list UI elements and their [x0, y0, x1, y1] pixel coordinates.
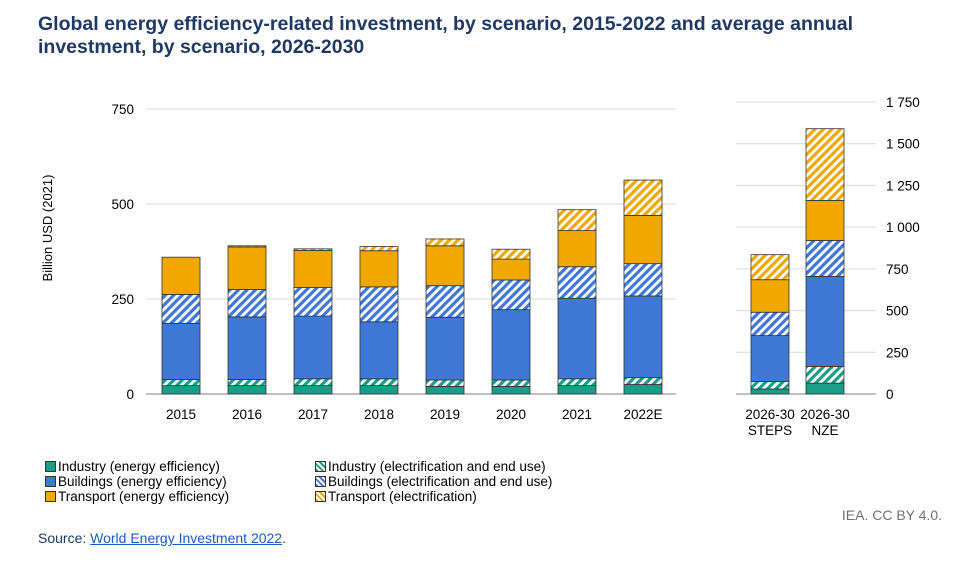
- y-tick-label: 750: [111, 102, 134, 117]
- bar-segment-transport_el: [227, 245, 267, 248]
- bar-segment-buildings_el: [425, 285, 465, 318]
- bar-segment-buildings_el: [750, 311, 790, 336]
- y-tick-label: 1 750: [886, 95, 920, 110]
- x-tick-label: 2016: [232, 407, 262, 422]
- y-tick-label: 250: [886, 345, 909, 360]
- x-tick-label: 2020: [496, 407, 526, 422]
- bar-segment-buildings_ee: [805, 275, 845, 367]
- bar-segment-buildings_el: [491, 279, 531, 311]
- legend-label: Industry (electrification and end use): [328, 459, 546, 474]
- bar-segment-buildings_ee: [293, 315, 333, 380]
- bar-segment-buildings_ee: [359, 321, 399, 380]
- bar-segment-transport_ee: [557, 230, 597, 268]
- x-tick-label: 2026-30: [745, 407, 795, 422]
- legend-item-buildings_el: Buildings (electrification and end use): [315, 474, 552, 489]
- bar-segment-buildings_ee: [750, 335, 790, 382]
- legend-swatch: [315, 476, 326, 487]
- legend-item-industry_el: Industry (electrification and end use): [315, 459, 546, 474]
- bar-segment-buildings_el: [227, 289, 267, 318]
- source-label: Source:: [38, 530, 91, 546]
- legend-swatch: [315, 491, 326, 502]
- bar-segment-transport_ee: [161, 256, 201, 295]
- bar-segment-buildings_el: [805, 240, 845, 277]
- y-tick-label: 0: [886, 387, 894, 402]
- x-tick-label: 2019: [430, 407, 460, 422]
- legend-item-transport_el: Transport (electrification): [315, 489, 477, 504]
- y-tick-label: 500: [886, 304, 909, 319]
- source-note: Source: World Energy Investment 2022.: [38, 530, 286, 546]
- bar-segment-buildings_el: [557, 266, 597, 299]
- legend-label: Buildings (energy efficiency): [58, 474, 227, 489]
- bar-segment-buildings_el: [293, 287, 333, 317]
- legend-label: Buildings (electrification and end use): [328, 474, 553, 489]
- bar-segment-transport_el: [359, 246, 399, 252]
- bar-segment-transport_ee: [623, 214, 663, 265]
- x-tick-label: 2026-30: [800, 407, 850, 422]
- bar-segment-buildings_ee: [227, 316, 267, 380]
- bar-segment-industry_el: [750, 381, 790, 390]
- bar-segment-transport_ee: [805, 200, 845, 241]
- left-tick-labels: 0 250 500 750 2015 2016 2017 2018 2019 2020 2021 20…: [111, 102, 662, 422]
- bar-segment-transport_el: [293, 248, 333, 251]
- left-bars: [161, 179, 663, 395]
- bar-segment-transport_el: [557, 209, 597, 231]
- bar-segment-buildings_el: [623, 263, 663, 297]
- legend-label: Transport (energy efficiency): [58, 489, 230, 504]
- bar-segment-transport_el: [623, 179, 663, 216]
- bar-segment-transport_el: [805, 128, 845, 201]
- legend-item-buildings_ee: Buildings (energy efficiency): [45, 474, 227, 489]
- y-tick-label: 1 000: [886, 220, 920, 235]
- bar-segment-buildings_ee: [623, 295, 663, 379]
- legend-item-industry_ee: Industry (energy efficiency): [45, 459, 220, 474]
- bar-segment-buildings_el: [161, 294, 201, 324]
- chart-title: Global energy efficiency-related investm…: [38, 13, 854, 58]
- bar-segment-buildings_ee: [425, 316, 465, 381]
- y-tick-label: 1 500: [886, 137, 920, 152]
- credit: IEA. CC BY 4.0.: [841, 507, 942, 523]
- x-tick-label: 2017: [298, 407, 328, 422]
- legend-swatch: [45, 491, 56, 502]
- y-tick-label: 500: [111, 197, 134, 212]
- x-tick-label: 2018: [364, 407, 394, 422]
- source-link[interactable]: World Energy Investment 2022: [90, 530, 283, 546]
- legend-label: Transport (electrification): [328, 489, 477, 504]
- legend-swatch: [45, 461, 56, 472]
- y-axis-label: Billion USD (2021): [40, 175, 55, 282]
- bar-segment-transport_ee: [359, 250, 399, 288]
- legend-item-transport_ee: Transport (energy efficiency): [45, 489, 229, 504]
- bar-segment-transport_el: [491, 248, 531, 260]
- x-tick-label: 2022E: [623, 407, 662, 422]
- bar-segment-transport_el: [425, 238, 465, 247]
- x-tick-label: 2021: [562, 407, 592, 422]
- y-tick-label: 250: [111, 292, 134, 307]
- legend-label: Industry (energy efficiency): [58, 459, 220, 474]
- x-tick-label: STEPS: [748, 423, 792, 438]
- legend-swatch: [45, 476, 56, 487]
- y-tick-label: 1 250: [886, 178, 920, 193]
- right-bars: [750, 128, 845, 395]
- x-tick-label: NZE: [812, 423, 839, 438]
- bar-segment-industry_ee: [750, 388, 790, 395]
- bar-segment-transport_el: [750, 254, 790, 281]
- bar-segment-transport_ee: [750, 279, 790, 313]
- source-suffix: .: [282, 530, 286, 546]
- bar-segment-industry_ee: [805, 382, 845, 395]
- x-tick-label: 2015: [166, 407, 196, 422]
- bar-segment-transport_ee: [227, 246, 267, 290]
- legend-swatch: [315, 461, 326, 472]
- y-tick-label: 750: [886, 262, 909, 277]
- y-tick-label: 0: [126, 387, 134, 402]
- bar-segment-industry_el: [805, 366, 845, 384]
- bar-segment-buildings_ee: [161, 322, 201, 380]
